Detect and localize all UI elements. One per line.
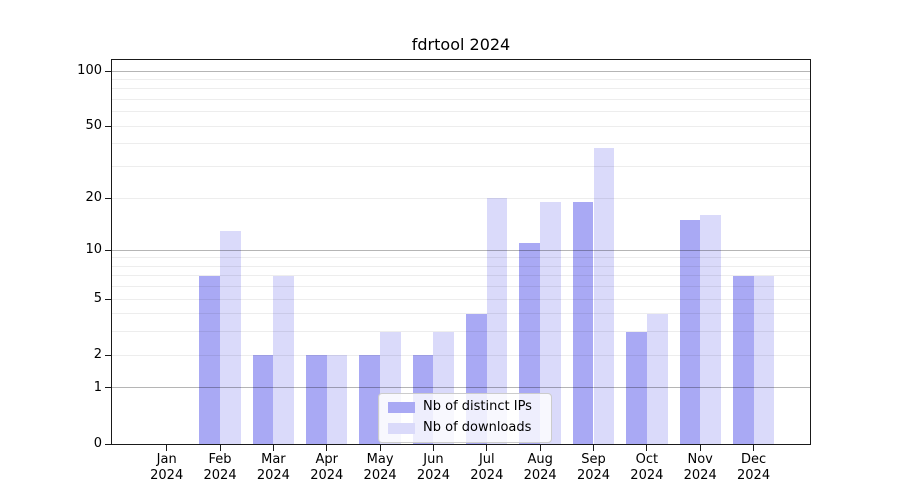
bar-distinct-ips-sep	[572, 201, 594, 444]
y-axis-tick-label: 2	[93, 347, 102, 363]
major-gridline	[112, 70, 810, 72]
bar-distinct-ips-dec	[732, 275, 754, 444]
legend: Nb of distinct IPs Nb of downloads	[378, 393, 552, 443]
y-axis-tick-label: 100	[77, 63, 102, 79]
legend-label-downloads: Nb of downloads	[423, 420, 532, 435]
minor-gridline	[112, 79, 810, 81]
minor-gridline	[112, 125, 810, 127]
bar-downloads-nov	[700, 215, 721, 444]
minor-gridline	[112, 354, 810, 356]
major-gridline	[112, 387, 810, 389]
x-axis-tick	[539, 445, 541, 451]
bar-downloads-aug	[540, 201, 561, 444]
y-axis-tick	[105, 197, 112, 199]
x-axis-tick-label-sep: Sep 2024	[576, 452, 611, 483]
y-axis-tick	[105, 298, 112, 300]
bar-distinct-ips-apr	[306, 355, 327, 444]
bar-downloads-dec	[753, 275, 775, 444]
y-axis-tick	[105, 125, 112, 127]
bar-downloads-mar	[273, 275, 295, 444]
minor-gridline	[112, 298, 810, 300]
x-axis-tick-label-mar: Mar 2024	[256, 452, 290, 483]
bar-distinct-ips-nov	[679, 219, 701, 444]
x-axis-tick	[219, 445, 221, 451]
x-axis-tick-label-dec: Dec 2024	[737, 452, 771, 483]
x-axis-tick	[593, 445, 594, 451]
x-axis-tick-label-jan: Jan 2024	[150, 452, 184, 483]
plot-area	[111, 59, 811, 445]
x-axis-tick-label-jul: Jul 2024	[470, 452, 504, 483]
x-axis-tick	[486, 445, 488, 451]
legend-item-downloads: Nb of downloads	[388, 419, 543, 437]
bar-distinct-ips-may	[359, 355, 381, 444]
minor-gridline	[112, 143, 810, 145]
x-axis-tick-label-aug: Aug 2024	[523, 452, 557, 483]
x-axis-tick	[699, 445, 701, 451]
x-axis-tick-label-jun: Jun 2024	[416, 452, 450, 483]
y-axis-tick	[105, 443, 112, 445]
minor-gridline	[112, 166, 810, 168]
minor-gridline	[112, 257, 810, 259]
y-axis-tick	[105, 249, 112, 251]
bar-distinct-ips-mar	[252, 355, 274, 444]
major-gridline	[112, 249, 810, 251]
legend-swatch-downloads	[388, 422, 415, 434]
bar-downloads-apr	[326, 355, 348, 444]
x-axis-tick	[272, 445, 274, 451]
x-axis-tick	[166, 445, 168, 451]
minor-gridline	[112, 331, 810, 333]
y-axis-tick	[105, 387, 112, 389]
minor-gridline	[112, 111, 810, 113]
legend-item-distinct-ips: Nb of distinct IPs	[388, 398, 543, 416]
minor-gridline	[112, 275, 810, 277]
x-axis-tick	[326, 445, 328, 451]
y-axis-tick-label: 20	[85, 190, 102, 205]
x-axis-tick	[753, 445, 755, 451]
chart-title: fdrtool 2024	[411, 35, 511, 54]
bar-distinct-ips-feb	[199, 275, 221, 444]
y-axis-tick-label: 5	[93, 291, 102, 307]
bar-downloads-jul	[486, 198, 508, 444]
minor-gridline	[112, 265, 810, 267]
x-axis-tick	[646, 445, 648, 451]
minor-gridline	[112, 88, 810, 90]
bar-downloads-oct	[646, 313, 668, 444]
x-axis-tick	[432, 445, 434, 451]
minor-gridline	[112, 99, 810, 101]
x-axis-tick-label-feb: Feb 2024	[203, 452, 237, 483]
y-axis-tick-label: 1	[93, 379, 102, 395]
x-axis-tick-label-oct: Oct 2024	[630, 452, 664, 483]
y-axis-tick-label: 50	[85, 118, 102, 134]
minor-gridline	[112, 286, 810, 288]
legend-label-distinct-ips: Nb of distinct IPs	[423, 399, 532, 414]
bar-downloads-feb	[220, 230, 241, 444]
y-axis-tick-label: 10	[85, 242, 102, 258]
bar-distinct-ips-oct	[626, 332, 647, 444]
x-axis-tick-label-apr: Apr 2024	[310, 452, 344, 483]
y-axis-tick-label: 0	[93, 436, 102, 451]
x-axis-tick	[379, 445, 381, 451]
y-axis-tick	[105, 354, 112, 356]
minor-gridline	[112, 197, 810, 199]
legend-swatch-distinct-ips	[388, 401, 415, 413]
x-axis-tick-label-may: May 2024	[363, 452, 397, 483]
y-axis-tick	[105, 70, 112, 72]
bar-downloads-sep	[593, 147, 615, 444]
x-axis-tick-label-nov: Nov 2024	[683, 452, 717, 483]
minor-gridline	[112, 313, 810, 315]
